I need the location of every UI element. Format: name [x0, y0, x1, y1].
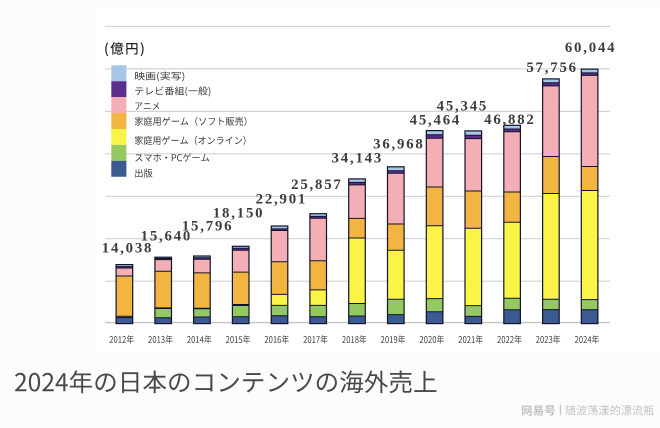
svg-text:45,345: 45,345	[437, 99, 489, 115]
svg-text:45,464: 45,464	[410, 113, 462, 129]
svg-text:57,756: 57,756	[526, 60, 578, 76]
svg-text:15,640: 15,640	[141, 229, 193, 245]
svg-text:60,044: 60,044	[565, 40, 617, 56]
svg-text:25,857: 25,857	[291, 177, 343, 193]
svg-text:36,968: 36,968	[373, 136, 425, 152]
svg-text:22,901: 22,901	[256, 191, 308, 207]
svg-text:34,143: 34,143	[332, 150, 384, 166]
svg-text:15,796: 15,796	[182, 218, 234, 234]
svg-text:14,038: 14,038	[102, 241, 154, 257]
svg-text:18,150: 18,150	[213, 205, 265, 221]
svg-text:46,882: 46,882	[484, 112, 536, 128]
